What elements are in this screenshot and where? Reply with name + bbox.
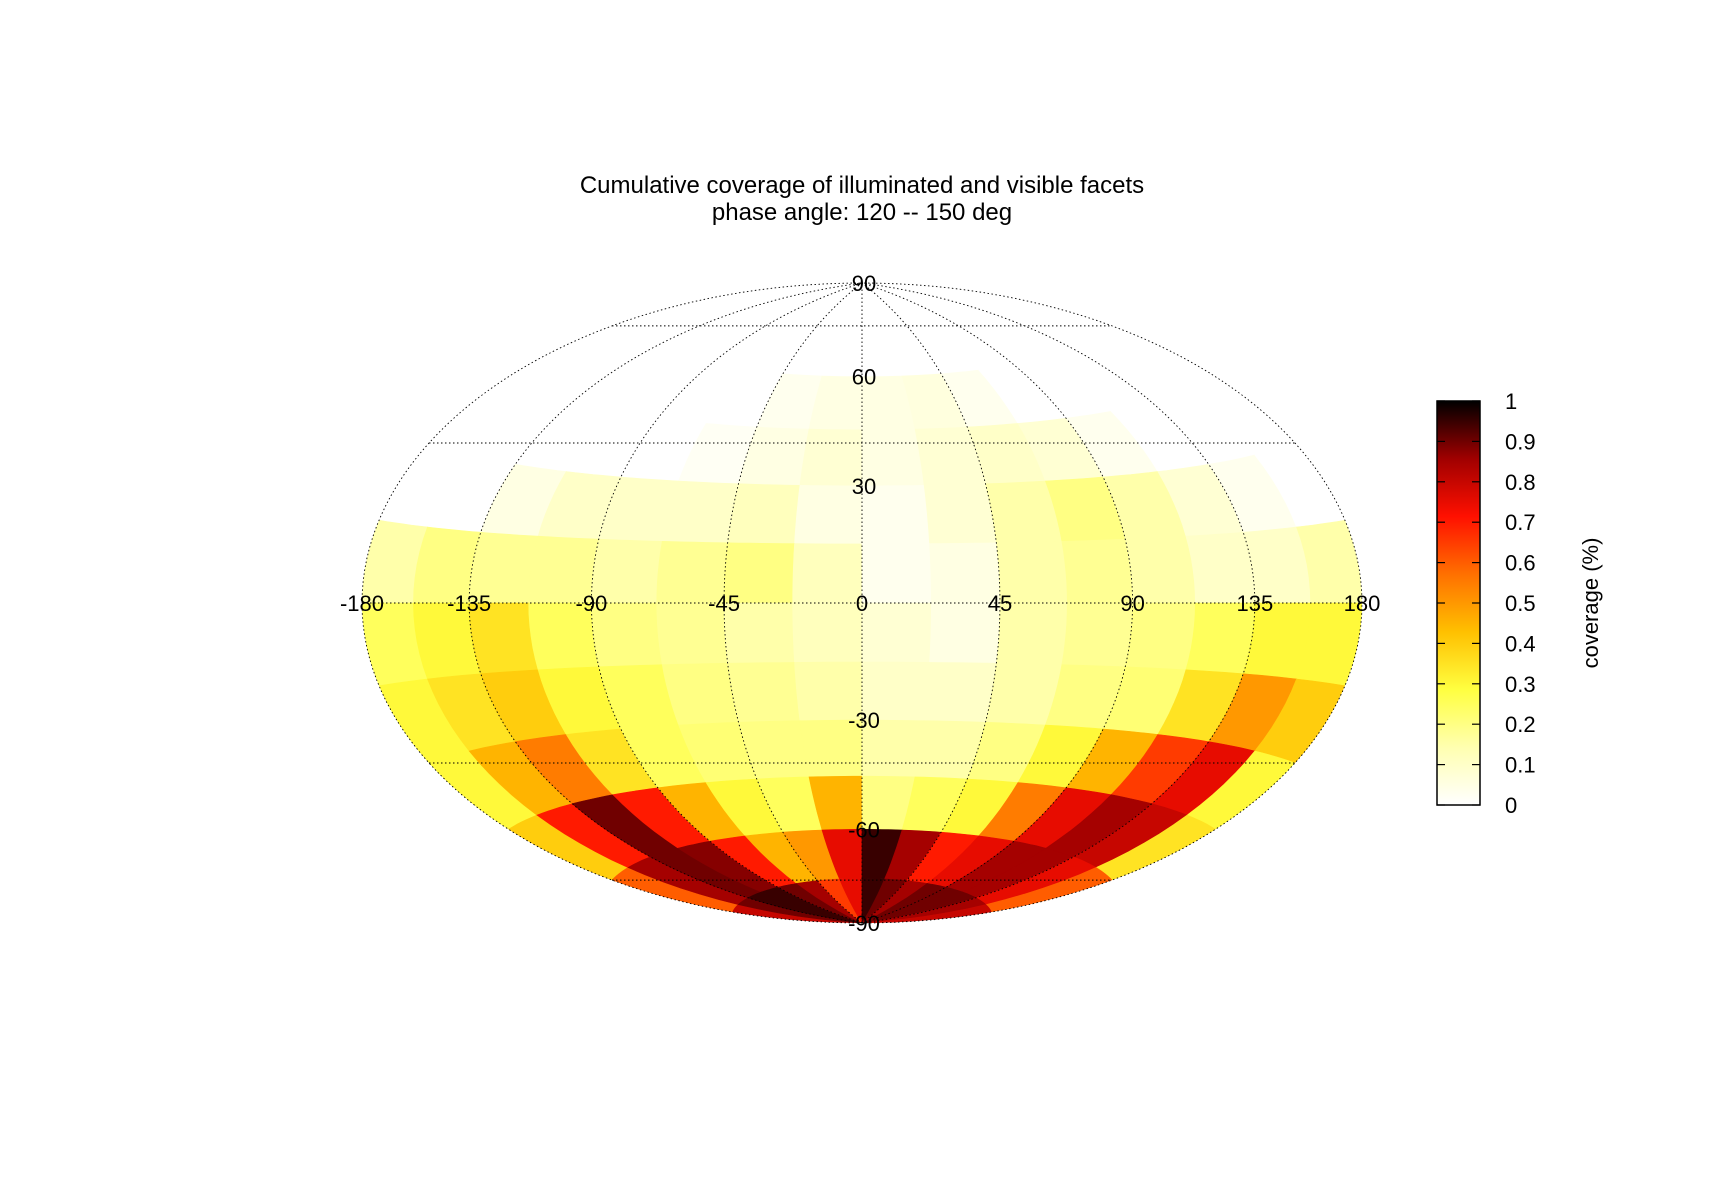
colorbar-tick-label: 0.3 — [1505, 672, 1536, 697]
lat-tick-label: -60 — [848, 817, 880, 842]
lat-tick-label: 90 — [852, 271, 876, 296]
lon-tick-label: 90 — [1120, 591, 1144, 616]
coverage-cells — [362, 283, 1362, 923]
meridian-line — [723, 282, 863, 924]
colorbar-tick-label: 0.1 — [1505, 753, 1536, 778]
coverage-cell — [861, 543, 932, 604]
lon-tick-label: -180 — [340, 591, 384, 616]
lon-tick-label: -135 — [447, 591, 491, 616]
colorbar-tick-label: 0.5 — [1505, 591, 1536, 616]
lon-tick-label: 0 — [856, 591, 868, 616]
coverage-cell — [1296, 519, 1362, 604]
lat-tick-label: -30 — [848, 708, 880, 733]
coverage-cell — [861, 602, 932, 663]
chart-title-line-2: phase angle: 120 -- 150 deg — [712, 199, 1012, 226]
meridian-line — [861, 282, 1134, 924]
chart-title-line-1: Cumulative coverage of illuminated and v… — [580, 172, 1144, 199]
coverage-cell — [923, 662, 997, 723]
colorbar-tick-label: 0.8 — [1505, 470, 1536, 495]
lat-tick-label: 30 — [852, 474, 876, 499]
colorbar-tick-label: 0.7 — [1505, 510, 1536, 535]
coverage-cell — [727, 662, 801, 723]
lat-tick-label: 60 — [852, 365, 876, 390]
lon-tick-label: -90 — [576, 591, 608, 616]
lon-tick-label: 180 — [1344, 591, 1381, 616]
lat-tick-label: -90 — [848, 911, 880, 936]
colorbar-tick-label: 0.9 — [1505, 429, 1536, 454]
colorbar: 0 0.1 0.2 0.3 0.4 0.5 0.6 0.7 0.8 0.9 1 coverage (%… — [1436, 389, 1603, 818]
graticule — [361, 282, 1363, 924]
coverage-cell — [792, 602, 863, 663]
lon-tick-label: 45 — [988, 591, 1012, 616]
colorbar-label: coverage (%) — [1578, 538, 1603, 669]
coverage-cell — [792, 543, 863, 604]
meridian-line — [861, 282, 1001, 924]
lon-tick-label: -45 — [708, 591, 740, 616]
colorbar-tick-label: 1 — [1505, 389, 1517, 414]
lon-tick-label: 135 — [1236, 591, 1273, 616]
colorbar-tick-label: 0.2 — [1505, 712, 1536, 737]
colorbar-tick-label: 0.4 — [1505, 631, 1536, 656]
colorbar-tick-label: 0.6 — [1505, 551, 1536, 576]
meridian-line — [861, 282, 1363, 924]
tick-labels: -180 -135 -90 -45 0 45 90 135 180 90 60 30 -30 -60 -90 — [340, 271, 1380, 936]
colorbar-tick-label: 0 — [1505, 793, 1517, 818]
coverage-cell — [923, 483, 997, 544]
coverage-cell — [727, 483, 801, 544]
